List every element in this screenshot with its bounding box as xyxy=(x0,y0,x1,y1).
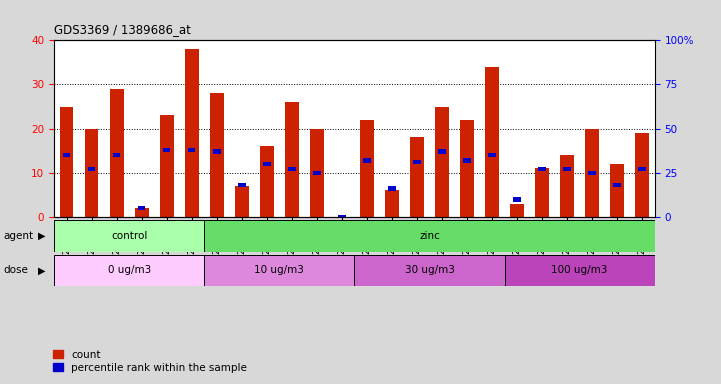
Bar xyxy=(210,93,224,217)
Text: 10 ug/m3: 10 ug/m3 xyxy=(255,265,304,275)
Bar xyxy=(560,155,574,217)
Bar xyxy=(204,220,655,252)
Bar xyxy=(363,158,371,163)
Text: zinc: zinc xyxy=(419,231,440,241)
Bar xyxy=(410,137,424,217)
Bar xyxy=(263,162,270,166)
Bar xyxy=(585,129,599,217)
Bar xyxy=(135,208,149,217)
Bar xyxy=(610,164,624,217)
Bar xyxy=(110,89,123,217)
Bar xyxy=(260,146,274,217)
Bar xyxy=(235,186,249,217)
Bar xyxy=(54,220,204,252)
Bar xyxy=(388,187,396,191)
Bar xyxy=(614,183,621,187)
Text: GDS3369 / 1389686_at: GDS3369 / 1389686_at xyxy=(54,23,191,36)
Text: 0 ug/m3: 0 ug/m3 xyxy=(107,265,151,275)
Bar xyxy=(188,147,195,152)
Bar xyxy=(588,170,596,175)
Bar xyxy=(385,190,399,217)
Bar xyxy=(535,169,549,217)
Bar xyxy=(505,255,655,286)
Bar xyxy=(510,204,524,217)
Bar xyxy=(463,158,471,163)
Bar xyxy=(213,149,221,154)
Legend: count, percentile rank within the sample: count, percentile rank within the sample xyxy=(48,346,252,377)
Bar xyxy=(85,129,99,217)
Bar xyxy=(338,215,345,219)
Bar xyxy=(460,120,474,217)
Bar xyxy=(513,197,521,202)
Bar xyxy=(285,102,298,217)
Bar xyxy=(438,149,446,154)
Bar xyxy=(88,167,95,172)
Bar xyxy=(485,67,499,217)
Bar xyxy=(635,133,649,217)
Bar xyxy=(185,49,198,217)
Bar xyxy=(413,160,421,164)
Text: 30 ug/m3: 30 ug/m3 xyxy=(404,265,454,275)
Bar xyxy=(488,153,496,157)
Text: dose: dose xyxy=(3,265,28,275)
Bar xyxy=(313,170,321,175)
Bar xyxy=(113,153,120,157)
Text: 100 ug/m3: 100 ug/m3 xyxy=(552,265,608,275)
Bar xyxy=(238,183,246,187)
Bar xyxy=(638,167,646,172)
Text: ▶: ▶ xyxy=(37,231,45,241)
Bar xyxy=(435,107,449,217)
Bar xyxy=(539,167,546,172)
Bar xyxy=(160,115,174,217)
Text: control: control xyxy=(111,231,147,241)
Bar xyxy=(204,255,354,286)
Bar xyxy=(563,167,571,172)
Bar xyxy=(54,255,204,286)
Bar xyxy=(310,129,324,217)
Bar xyxy=(138,206,146,210)
Bar xyxy=(288,167,296,172)
Bar xyxy=(354,255,505,286)
Text: agent: agent xyxy=(3,231,33,241)
Bar xyxy=(360,120,373,217)
Bar xyxy=(163,147,170,152)
Bar xyxy=(63,153,71,157)
Text: ▶: ▶ xyxy=(37,265,45,275)
Bar xyxy=(60,107,74,217)
